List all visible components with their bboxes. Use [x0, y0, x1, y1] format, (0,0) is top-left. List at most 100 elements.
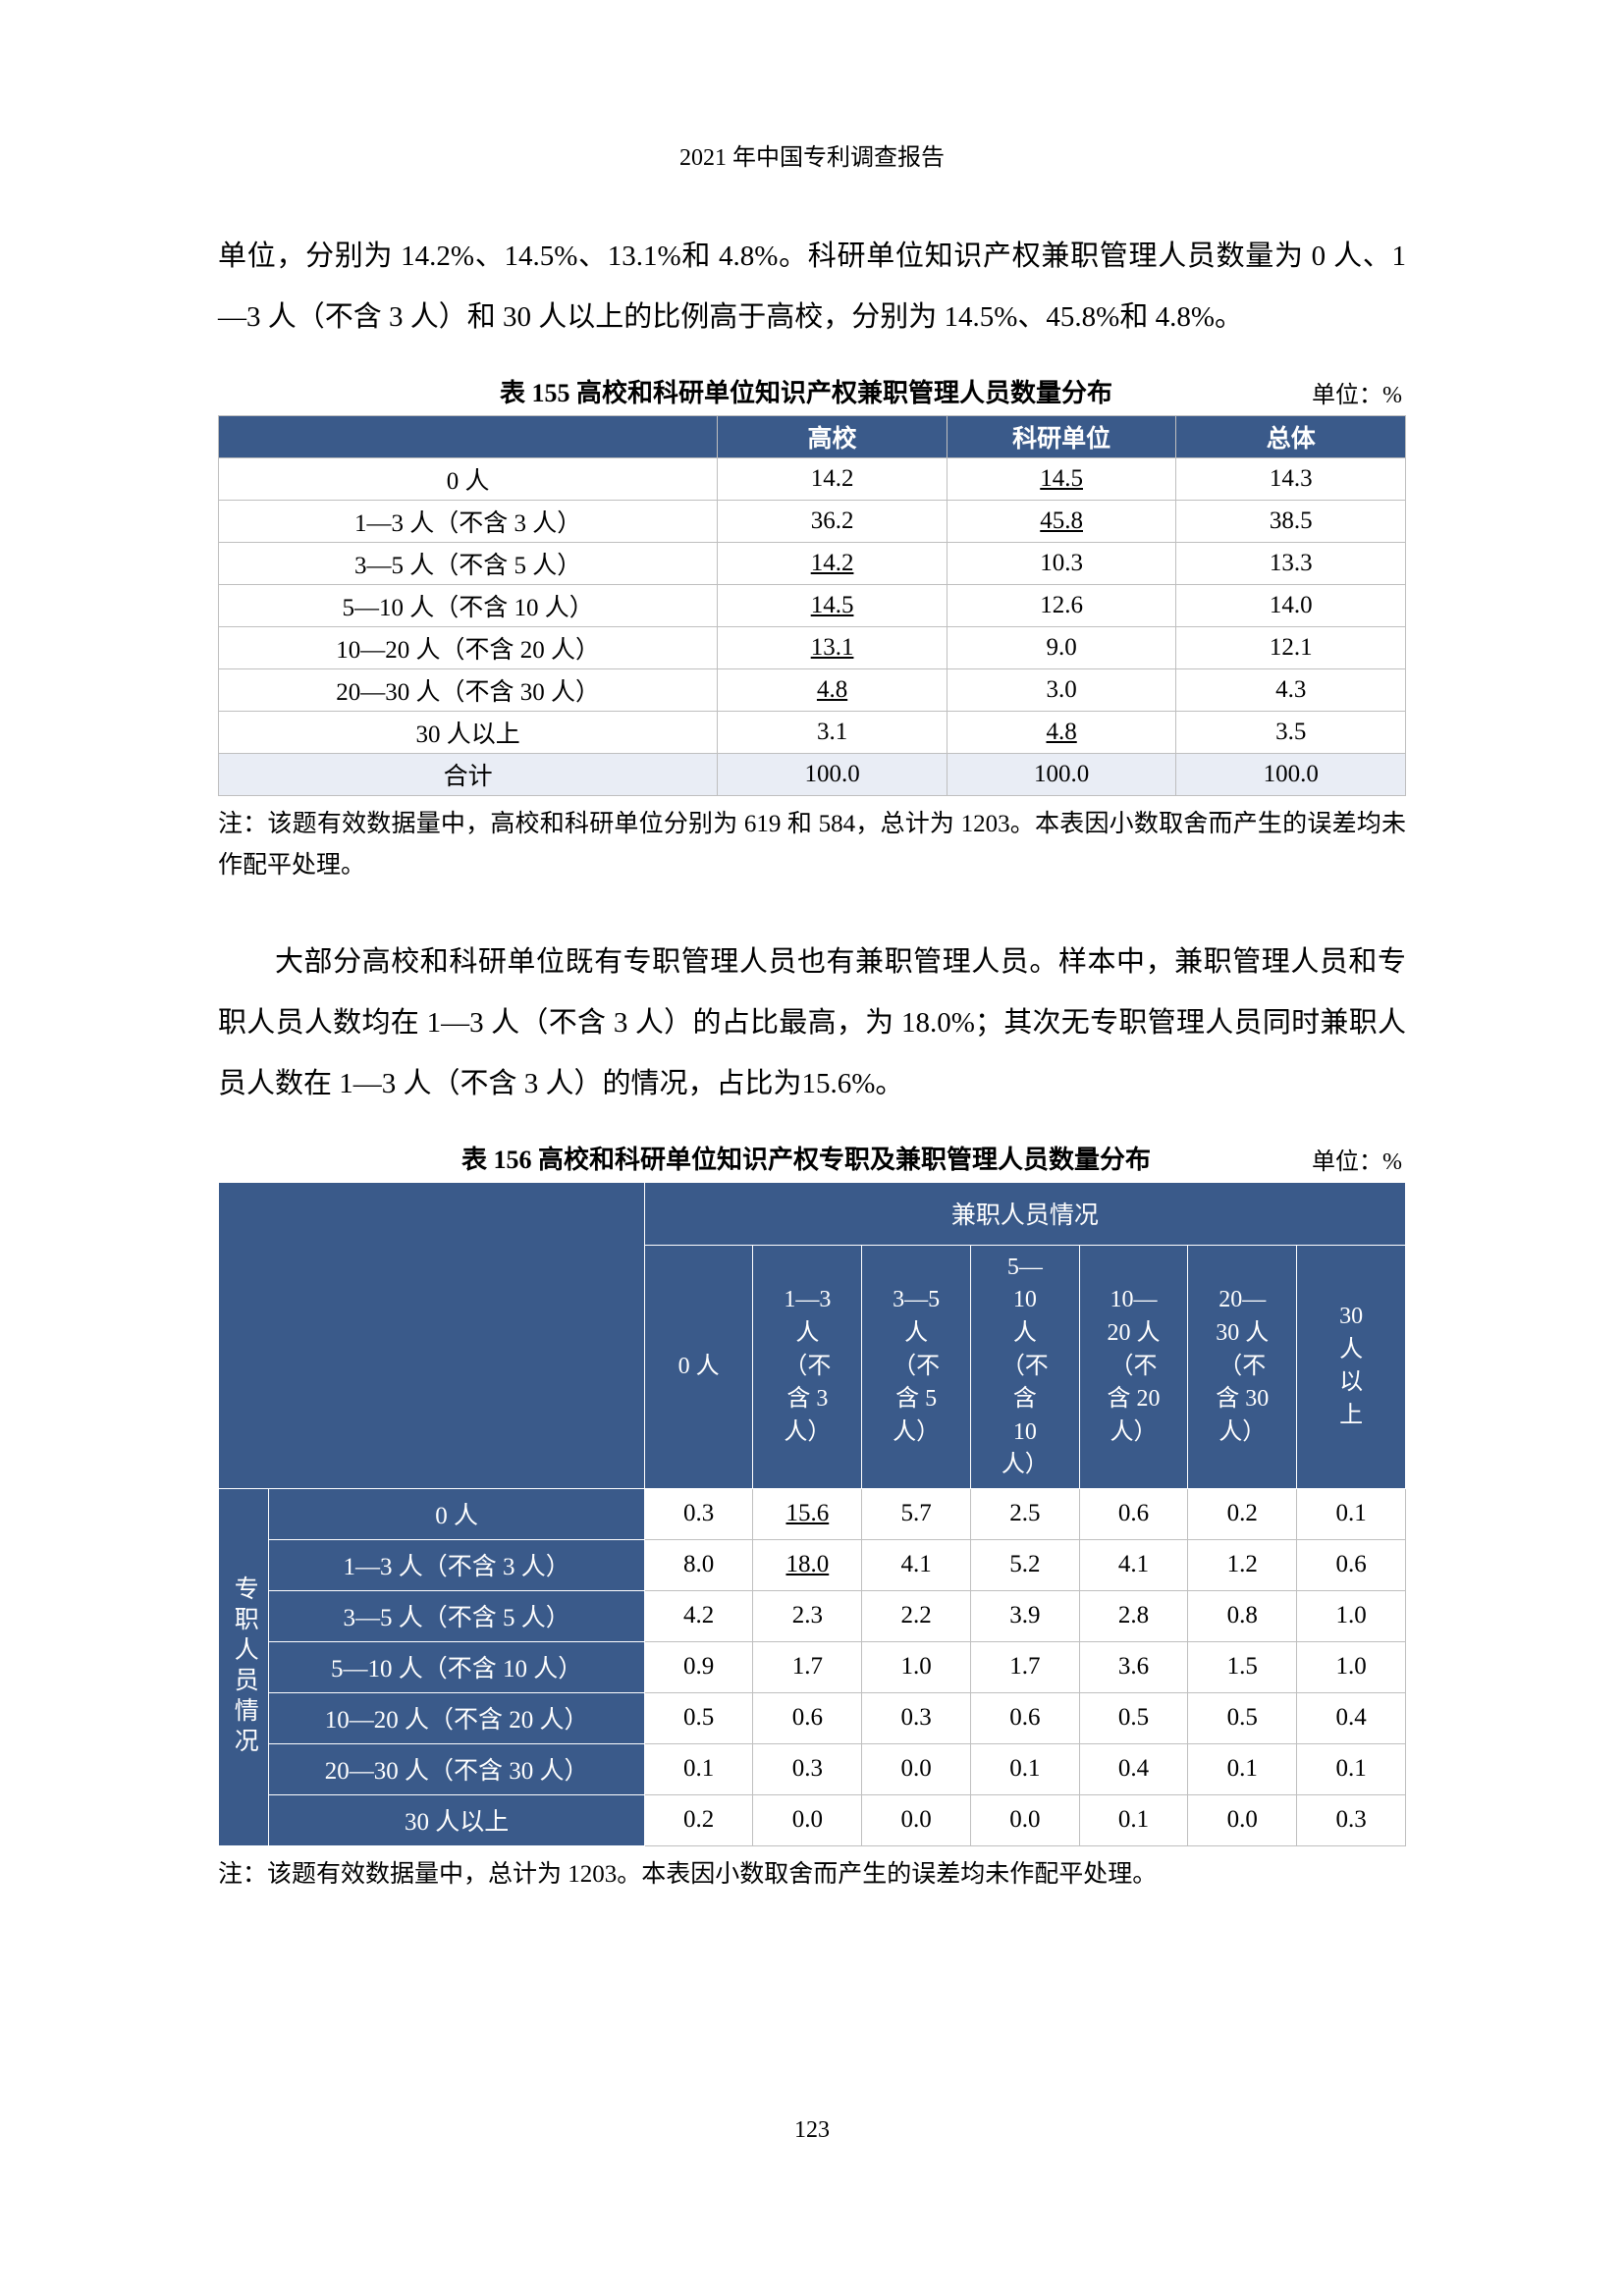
row-label: 0 人 — [269, 1488, 644, 1539]
table-header-cell: 总体 — [1176, 415, 1406, 457]
table-cell: 0.3 — [644, 1488, 753, 1539]
table-156-note: 注：该题有效数据量中，总计为 1203。本表因小数取舍而产生的误差均未作配平处理… — [218, 1854, 1406, 1896]
table-cell: 0.1 — [1188, 1743, 1297, 1794]
table-cell: 2.8 — [1079, 1590, 1188, 1641]
table-cell: 0.3 — [1297, 1794, 1406, 1845]
table-row: 3—5 人（不含 5 人）4.22.32.23.92.80.81.0 — [219, 1590, 1406, 1641]
table-row: 0 人14.214.514.3 — [219, 457, 1406, 500]
column-header: 10—20 人（不含 20人） — [1079, 1245, 1188, 1488]
table-155: 高校科研单位总体0 人14.214.514.31—3 人（不含 3 人）36.2… — [218, 415, 1406, 796]
row-group-header: 专职人员情况 — [219, 1488, 269, 1845]
table-cell: 5.2 — [970, 1539, 1079, 1590]
table-cell: 18.0 — [753, 1539, 862, 1590]
table-row: 专职人员情况0 人0.315.65.72.50.60.20.1 — [219, 1488, 1406, 1539]
table-cell: 0.0 — [1188, 1794, 1297, 1845]
table-cell: 38.5 — [1176, 500, 1406, 542]
table-sum-row: 合计100.0100.0100.0 — [219, 753, 1406, 795]
row-label: 1—3 人（不含 3 人） — [269, 1539, 644, 1590]
column-header: 20—30 人（不含 30人） — [1188, 1245, 1297, 1488]
table-cell: 10.3 — [947, 542, 1176, 584]
table-cell: 0.8 — [1188, 1590, 1297, 1641]
column-header: 5—10人（不含10人） — [970, 1245, 1079, 1488]
row-label: 20—30 人（不含 30 人） — [269, 1743, 644, 1794]
table-row: 30 人以上3.14.83.5 — [219, 711, 1406, 753]
table-155-title: 表 155 高校和科研单位知识产权兼职管理人员数量分布 — [300, 373, 1312, 409]
table-cell: 0.0 — [753, 1794, 862, 1845]
table-header-row: 高校科研单位总体 — [219, 415, 1406, 457]
table-cell: 12.6 — [947, 584, 1176, 626]
table-cell: 0.0 — [862, 1743, 971, 1794]
table-cell: 1.2 — [1188, 1539, 1297, 1590]
table-cell: 0.0 — [970, 1794, 1079, 1845]
table-cell: 9.0 — [947, 626, 1176, 668]
page-number: 123 — [0, 2117, 1624, 2144]
table-155-note: 注：该题有效数据量中，高校和科研单位分别为 619 和 584，总计为 1203… — [218, 804, 1406, 887]
paragraph-2: 大部分高校和科研单位既有专职管理人员也有兼职管理人员。样本中，兼职管理人员和专职… — [218, 932, 1406, 1115]
table-cell: 0.4 — [1079, 1743, 1188, 1794]
column-header: 30人以上 — [1297, 1245, 1406, 1488]
table-cell: 0.2 — [644, 1794, 753, 1845]
table-cell: 14.2 — [718, 542, 947, 584]
table-cell: 100.0 — [718, 753, 947, 795]
table-cell: 0.5 — [644, 1692, 753, 1743]
row-label: 30 人以上 — [269, 1794, 644, 1845]
table-cell: 5.7 — [862, 1488, 971, 1539]
table-cell: 4.3 — [1176, 668, 1406, 711]
table-header-row: 兼职人员情况 — [219, 1182, 1406, 1245]
row-label: 5—10 人（不含 10 人） — [219, 584, 718, 626]
row-label: 0 人 — [219, 457, 718, 500]
table-cell: 3.6 — [1079, 1641, 1188, 1692]
table-cell: 0.5 — [1188, 1692, 1297, 1743]
column-header: 3—5人（不含 5人） — [862, 1245, 971, 1488]
table-cell: 45.8 — [947, 500, 1176, 542]
table-corner — [219, 1182, 645, 1488]
table-156-caption: 表 156 高校和科研单位知识产权专职及兼职管理人员数量分布 单位：% — [218, 1140, 1406, 1176]
column-header: 1—3人（不含 3人） — [753, 1245, 862, 1488]
table-row: 10—20 人（不含 20 人）0.50.60.30.60.50.50.4 — [219, 1692, 1406, 1743]
table-cell: 3.5 — [1176, 711, 1406, 753]
row-label: 3—5 人（不含 5 人） — [269, 1590, 644, 1641]
table-cell: 0.6 — [753, 1692, 862, 1743]
row-label: 1—3 人（不含 3 人） — [219, 500, 718, 542]
table-cell: 0.3 — [753, 1743, 862, 1794]
table-cell: 0.1 — [1297, 1488, 1406, 1539]
table-155-unit: 单位：% — [1312, 375, 1402, 409]
table-cell: 1.5 — [1188, 1641, 1297, 1692]
table-cell: 3.9 — [970, 1590, 1079, 1641]
row-label: 30 人以上 — [219, 711, 718, 753]
table-cell: 1.0 — [1297, 1590, 1406, 1641]
table-cell: 1.7 — [753, 1641, 862, 1692]
table-cell: 0.4 — [1297, 1692, 1406, 1743]
table-cell: 0.6 — [970, 1692, 1079, 1743]
paragraph-1: 单位，分别为 14.2%、14.5%、13.1%和 4.8%。科研单位知识产权兼… — [218, 226, 1406, 348]
row-label: 10—20 人（不含 20 人） — [219, 626, 718, 668]
row-label: 10—20 人（不含 20 人） — [269, 1692, 644, 1743]
column-header: 0 人 — [644, 1245, 753, 1488]
table-cell: 3.1 — [718, 711, 947, 753]
page-header: 2021 年中国专利调查报告 — [218, 137, 1406, 172]
table-cell: 0.1 — [1079, 1794, 1188, 1845]
table-header-cell: 高校 — [718, 415, 947, 457]
table-cell: 4.1 — [1079, 1539, 1188, 1590]
table-cell: 14.3 — [1176, 457, 1406, 500]
table-cell: 0.5 — [1079, 1692, 1188, 1743]
table-row: 1—3 人（不含 3 人）8.018.04.15.24.11.20.6 — [219, 1539, 1406, 1590]
table-row: 1—3 人（不含 3 人）36.245.838.5 — [219, 500, 1406, 542]
table-cell: 0.6 — [1079, 1488, 1188, 1539]
table-cell: 15.6 — [753, 1488, 862, 1539]
table-cell: 12.1 — [1176, 626, 1406, 668]
table-cell: 3.0 — [947, 668, 1176, 711]
table-row: 10—20 人（不含 20 人）13.19.012.1 — [219, 626, 1406, 668]
table-155-caption: 表 155 高校和科研单位知识产权兼职管理人员数量分布 单位：% — [218, 373, 1406, 409]
table-156-title: 表 156 高校和科研单位知识产权专职及兼职管理人员数量分布 — [300, 1140, 1312, 1176]
table-cell: 1.7 — [970, 1641, 1079, 1692]
table-cell: 14.0 — [1176, 584, 1406, 626]
table-row: 3—5 人（不含 5 人）14.210.313.3 — [219, 542, 1406, 584]
table-cell: 0.9 — [644, 1641, 753, 1692]
table-156-unit: 单位：% — [1312, 1142, 1402, 1176]
table-cell: 0.1 — [970, 1743, 1079, 1794]
table-cell: 14.5 — [947, 457, 1176, 500]
table-cell: 4.8 — [718, 668, 947, 711]
table-row: 5—10 人（不含 10 人）14.512.614.0 — [219, 584, 1406, 626]
table-cell: 1.0 — [1297, 1641, 1406, 1692]
